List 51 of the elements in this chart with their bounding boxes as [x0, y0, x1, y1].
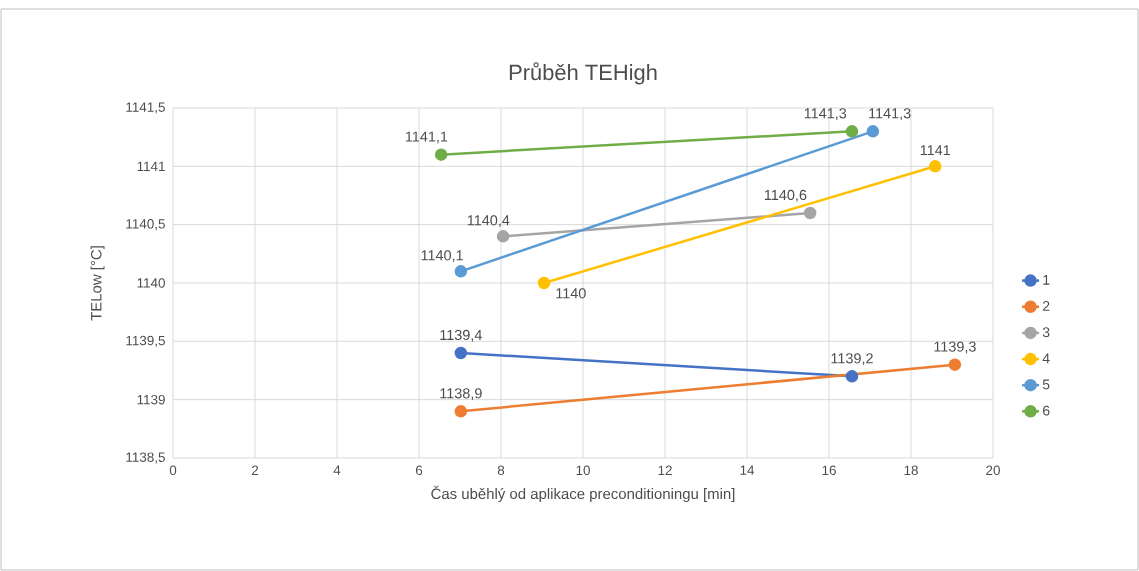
point [948, 358, 962, 371]
y-tick-label: 1141 [137, 161, 165, 171]
x-tick-label: 4 [333, 465, 341, 475]
legend-label: 4 [1042, 353, 1050, 364]
point [866, 125, 880, 138]
data-label: 1140 [556, 288, 586, 299]
point [845, 125, 859, 138]
data-label: 1138,9 [440, 388, 482, 401]
point [454, 405, 468, 418]
x-tick-label: 6 [415, 465, 423, 476]
point [537, 276, 551, 290]
x-tick-label: 10 [576, 465, 590, 476]
y-tick-label: 1138,5 [126, 452, 165, 464]
y-tick-label: 1139,5 [126, 335, 165, 347]
point [496, 230, 510, 243]
x-tick-label: 0 [169, 465, 177, 476]
y-tick-label: 1140,5 [126, 219, 165, 231]
point [434, 148, 448, 161]
data-label: 1139,2 [831, 353, 873, 366]
data-label: 1140,1 [421, 250, 463, 263]
data-label: 1139,4 [440, 329, 482, 342]
y-tick-label: 1140 [137, 278, 165, 288]
data-label: 1141,3 [804, 108, 847, 121]
point [454, 265, 468, 278]
y-tick-label: 1139 [137, 394, 165, 405]
data-label: 1139,3 [934, 341, 976, 354]
x-tick-label: 8 [497, 465, 505, 476]
x-tick-label: 20 [986, 465, 1000, 476]
data-label: 1141,1 [405, 131, 448, 144]
y-tick-label: 1141,5 [126, 102, 165, 114]
x-tick-label: 12 [658, 465, 672, 475]
point [454, 346, 468, 360]
point [845, 370, 859, 383]
legend-label: 6 [1043, 405, 1050, 416]
x-tick-label: 14 [740, 465, 755, 475]
data-label: 1141 [920, 145, 951, 156]
data-label: 1141,3 [869, 108, 911, 121]
x-tick-label: 2 [251, 465, 259, 475]
legend-label: 1 [1043, 275, 1050, 285]
x-tick-label: 16 [822, 465, 836, 476]
point [928, 160, 942, 173]
legend-label: 2 [1043, 301, 1050, 311]
data-label: 1140,6 [764, 189, 807, 202]
x-tick-label: 18 [904, 465, 918, 476]
x-axis-title: Čas uběhlý od aplikace preconditioningu [min] [431, 485, 735, 503]
data-label: 1140,4 [467, 215, 510, 228]
legend-label: 5 [1042, 379, 1050, 390]
chart-title: Průběh TEHigh [509, 62, 657, 85]
legend-label: 3 [1042, 327, 1050, 338]
point [803, 206, 817, 220]
y-axis-title: TELow [°C] [90, 246, 105, 321]
